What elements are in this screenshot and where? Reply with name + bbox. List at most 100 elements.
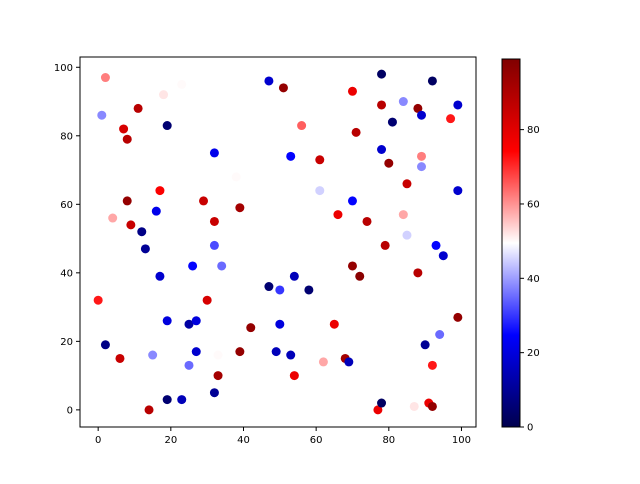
y-tick-label: 100	[54, 63, 73, 74]
point	[209, 388, 219, 398]
y-tick-label: 80	[60, 131, 73, 142]
point	[100, 73, 110, 83]
point	[398, 210, 408, 220]
plot-frame	[79, 56, 477, 428]
colorbar-tick-label: 60	[527, 199, 540, 210]
x-tick-label: 60	[310, 435, 323, 446]
point	[275, 319, 285, 329]
point	[453, 186, 463, 196]
point	[297, 121, 307, 131]
point	[213, 350, 223, 360]
point	[162, 121, 172, 131]
point	[373, 405, 383, 415]
point	[377, 398, 387, 408]
point	[351, 127, 361, 137]
colorbar-tick-label: 20	[527, 348, 540, 359]
x-tick-label: 0	[95, 435, 101, 446]
point	[126, 220, 136, 230]
point	[271, 347, 281, 357]
point	[347, 196, 357, 206]
point	[453, 100, 463, 110]
point	[417, 151, 427, 161]
point	[278, 83, 288, 93]
colorbar	[501, 58, 521, 428]
point	[235, 347, 245, 357]
point	[387, 117, 397, 127]
point	[209, 216, 219, 226]
point	[329, 319, 339, 329]
point	[137, 227, 147, 237]
point	[413, 103, 423, 113]
point	[213, 371, 223, 381]
point	[122, 196, 132, 206]
x-tick-label: 40	[237, 435, 250, 446]
point	[344, 357, 354, 367]
point	[191, 347, 201, 357]
point	[427, 360, 437, 370]
point	[119, 124, 129, 134]
point	[235, 203, 245, 213]
point	[435, 330, 445, 339]
point	[446, 114, 456, 124]
point	[100, 340, 110, 350]
point	[122, 134, 132, 144]
point	[402, 179, 412, 189]
point	[162, 316, 172, 326]
point	[315, 186, 325, 196]
point	[93, 295, 103, 305]
point	[384, 158, 394, 168]
point	[275, 285, 285, 295]
point	[133, 103, 143, 113]
point	[377, 100, 387, 110]
point	[177, 395, 187, 405]
point	[184, 319, 194, 329]
point	[398, 97, 408, 107]
x-tick-label: 100	[452, 435, 471, 446]
point	[97, 110, 107, 120]
point	[427, 76, 437, 86]
point	[108, 213, 118, 223]
x-tick-label: 80	[382, 435, 395, 446]
point	[159, 90, 169, 100]
y-tick-label: 0	[67, 405, 73, 416]
point	[355, 271, 365, 281]
point	[304, 285, 314, 295]
point	[209, 148, 219, 158]
point	[347, 261, 357, 271]
point	[202, 295, 212, 305]
x-tick-label: 20	[164, 435, 177, 446]
point	[438, 251, 448, 261]
point	[377, 69, 387, 79]
point	[264, 76, 274, 86]
point	[453, 312, 463, 322]
point	[199, 196, 209, 206]
point	[286, 151, 296, 161]
point	[347, 86, 357, 96]
colorbar-tick-label: 0	[527, 423, 533, 434]
point	[417, 162, 427, 172]
point	[231, 172, 241, 182]
point	[188, 261, 198, 271]
point	[417, 110, 427, 120]
point	[315, 155, 325, 165]
point	[318, 357, 328, 367]
point	[177, 79, 187, 89]
point	[362, 216, 372, 226]
point	[286, 350, 296, 360]
point	[289, 371, 299, 381]
point	[380, 240, 390, 250]
point	[427, 401, 437, 411]
point	[217, 261, 227, 271]
point	[148, 350, 158, 360]
y-tick-label: 60	[60, 200, 73, 211]
point	[184, 360, 194, 370]
point	[155, 186, 165, 196]
point	[289, 271, 299, 281]
point	[377, 145, 387, 154]
y-tick-label: 20	[60, 337, 73, 348]
point	[431, 240, 441, 250]
point	[151, 206, 161, 216]
colorbar-tick-label: 80	[527, 125, 540, 136]
point	[155, 271, 165, 281]
